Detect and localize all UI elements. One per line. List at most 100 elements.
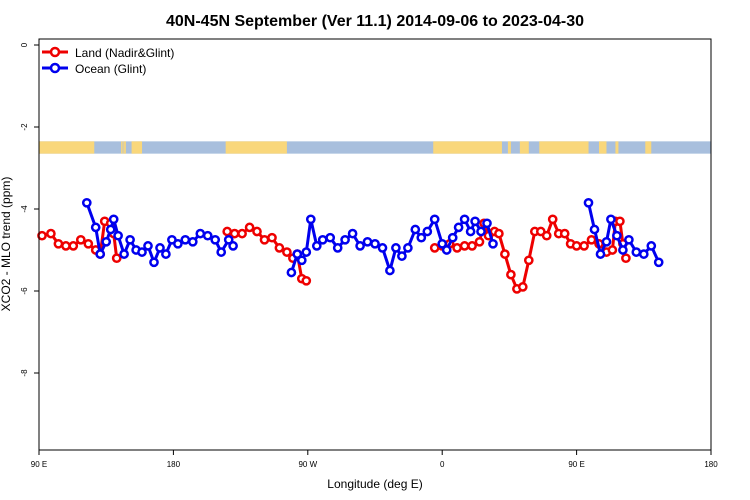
data-point (101, 236, 112, 247)
data-point (274, 243, 285, 253)
data-point (612, 230, 622, 241)
land-strip-segment (519, 141, 529, 154)
data-point (90, 222, 101, 233)
data-point (621, 253, 631, 264)
data-point (202, 230, 213, 241)
data-point (618, 245, 628, 255)
data-point (61, 241, 71, 251)
data-point (494, 228, 504, 239)
data-point (488, 238, 498, 249)
data-point (607, 245, 618, 255)
x-tick-label: 180 (704, 460, 718, 469)
data-point (385, 265, 395, 276)
data-point (579, 241, 589, 251)
data-point (292, 249, 303, 259)
data-point (267, 232, 277, 243)
data-point (429, 243, 440, 253)
data-point (296, 255, 307, 266)
land-strip-segment (615, 141, 619, 154)
data-point (586, 234, 597, 245)
data-point (646, 241, 657, 251)
x-axis-label: Longitude (deg E) (327, 477, 422, 491)
data-point (229, 228, 240, 239)
legend-marker-ocean (49, 62, 61, 74)
legend-label-ocean: Ocean (Glint) (75, 62, 146, 76)
data-point (282, 247, 292, 257)
x-tick-label: 0 (440, 460, 445, 469)
data-point (95, 249, 106, 259)
x-tick-label: 90 E (568, 460, 584, 469)
data-point (161, 249, 171, 259)
data-point (317, 234, 328, 245)
x-axis: 90 E 180 90 W 0 90 E 180 (31, 450, 718, 469)
data-point (105, 224, 116, 235)
data-point (155, 243, 165, 253)
data-point (447, 232, 458, 243)
data-point (113, 230, 123, 241)
data-point (459, 241, 470, 251)
data-point (216, 247, 227, 257)
data-point (53, 238, 64, 249)
data-point (362, 236, 373, 247)
data-point (332, 243, 343, 253)
data-point (601, 236, 612, 247)
data-point (631, 247, 642, 257)
land-strip-segment (131, 141, 143, 154)
data-point (108, 214, 119, 225)
data-point (252, 226, 262, 237)
data-point (222, 226, 233, 237)
data-point (470, 216, 480, 227)
legend-label-land: Land (Nadir&Glint) (75, 46, 174, 60)
data-point (377, 243, 388, 253)
data-point (653, 257, 664, 268)
data-point (83, 238, 94, 249)
data-point (638, 249, 649, 259)
y-tick-label: -4 (20, 205, 29, 213)
data-point (81, 197, 92, 208)
data-point (286, 267, 297, 278)
data-point (347, 228, 358, 239)
data-point (474, 236, 485, 247)
y-tick-label: -2 (20, 123, 29, 131)
data-point (119, 249, 129, 259)
data-point (301, 247, 312, 257)
series-layer (37, 197, 664, 294)
data-point (403, 243, 413, 253)
land-strip-segment (507, 141, 511, 154)
plot-frame (38, 38, 712, 451)
data-point (482, 218, 492, 229)
data-point (452, 243, 462, 253)
land-strip-segment (225, 141, 287, 154)
land-strip-segment (539, 141, 589, 154)
data-point (187, 236, 198, 247)
land-strip-segment (124, 141, 126, 154)
y-axis: 0 -2 -4 -6 -8 (20, 42, 39, 377)
data-point (476, 226, 486, 237)
land-strip-segment (123, 141, 125, 154)
data-point (441, 245, 452, 255)
data-point (75, 234, 86, 245)
x-tick-label: 90 W (298, 460, 317, 469)
data-point (506, 269, 516, 280)
data-point (137, 247, 147, 257)
data-point (465, 226, 476, 237)
data-point (416, 232, 427, 243)
data-point (500, 249, 510, 259)
data-point (143, 241, 153, 251)
data-point (311, 241, 322, 251)
land-strip-segment (121, 141, 123, 154)
data-point (340, 234, 350, 245)
data-point (523, 255, 534, 266)
data-point (180, 234, 191, 245)
land-strip-segment (39, 141, 95, 154)
legend: Land (Nadir&Glint) Ocean (Glint) (42, 46, 174, 76)
x-tick-label: 90 E (31, 460, 47, 469)
data-point (149, 257, 159, 268)
land-strip-segment (599, 141, 607, 154)
land-strip-segment (645, 141, 652, 154)
y-axis-label: XCO2 - MLO trend (ppm) (0, 177, 13, 312)
data-point (589, 224, 600, 235)
y-tick-label: 0 (20, 42, 29, 47)
data-point (547, 214, 558, 225)
